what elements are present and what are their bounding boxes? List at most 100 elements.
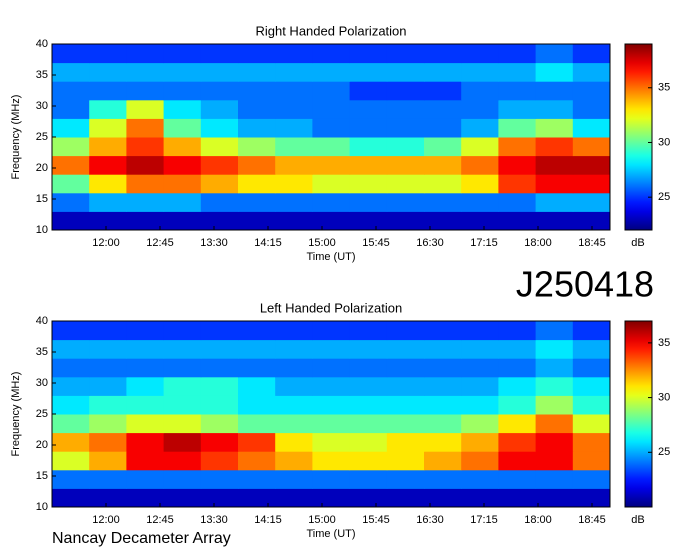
- heatmap-cell: [572, 192, 611, 212]
- heatmap-cell: [535, 432, 574, 452]
- heatmap-cell: [572, 432, 611, 452]
- heatmap-cell: [461, 174, 499, 194]
- colorbar-tick-label: 25: [658, 446, 670, 458]
- heatmap-cell: [572, 211, 611, 231]
- heatmap-cell: [572, 469, 611, 489]
- y-tick-label: 35: [36, 346, 48, 358]
- heatmap-cell: [275, 469, 313, 489]
- heatmap-cell: [275, 137, 313, 157]
- heatmap-cell: [461, 137, 499, 157]
- y-tick-label: 15: [36, 193, 48, 205]
- x-tick-label: 16:30: [416, 514, 444, 526]
- heatmap-cell: [200, 339, 239, 359]
- heatmap-cell: [312, 155, 351, 175]
- heatmap-cell: [349, 118, 388, 138]
- heatmap-cell: [200, 99, 239, 119]
- heatmap-cell: [312, 211, 351, 231]
- heatmap-cell: [52, 432, 90, 452]
- heatmap-cell: [424, 81, 462, 101]
- heatmap-cell: [89, 358, 127, 378]
- heatmap-cell: [386, 137, 425, 157]
- heatmap-cell: [163, 81, 202, 101]
- heatmap-cell: [126, 321, 165, 341]
- heatmap-cell: [535, 137, 574, 157]
- x-tick-label: 12:00: [92, 237, 120, 249]
- heatmap-cell: [424, 137, 462, 157]
- heatmap-cell: [200, 321, 239, 341]
- heatmap-cell: [424, 432, 462, 452]
- heatmap-cell: [572, 395, 611, 415]
- x-axis-label: Time (UT): [306, 528, 355, 540]
- heatmap-cell: [424, 118, 462, 138]
- heatmap-cell: [498, 469, 537, 489]
- heatmap-cell: [126, 414, 165, 434]
- heatmap-cell: [89, 414, 127, 434]
- heatmap-cell: [535, 44, 574, 64]
- heatmap-cell: [535, 174, 574, 194]
- heatmap-cell: [163, 137, 202, 157]
- heatmap-cell: [275, 358, 313, 378]
- heatmap-cell: [163, 488, 202, 508]
- heatmap-cell: [312, 44, 351, 64]
- heatmap-cell: [52, 451, 90, 471]
- heatmap-cell: [126, 376, 165, 396]
- heatmap-cell: [126, 44, 165, 64]
- heatmap-cell: [200, 414, 239, 434]
- heatmap-cell: [572, 118, 611, 138]
- y-tick-label: 20: [36, 162, 48, 174]
- heatmap-cell: [535, 339, 574, 359]
- heatmap-cell: [163, 339, 202, 359]
- heatmap-cell: [572, 488, 611, 508]
- heatmap-cell: [535, 118, 574, 138]
- heatmap-cell: [89, 155, 127, 175]
- heatmap-cell: [572, 62, 611, 82]
- heatmap-cell: [349, 432, 388, 452]
- heatmap-cell: [498, 81, 537, 101]
- heatmap-cell: [275, 44, 313, 64]
- heatmap-cell: [424, 211, 462, 231]
- heatmap-cell: [461, 451, 499, 471]
- heatmap-cell: [126, 469, 165, 489]
- heatmap-cell: [572, 451, 611, 471]
- heatmap-cell: [349, 174, 388, 194]
- heatmap-cell: [424, 192, 462, 212]
- heatmap-cell: [238, 376, 276, 396]
- heatmap-cell: [498, 137, 537, 157]
- heatmap-cell: [461, 395, 499, 415]
- heatmap-cell: [52, 192, 90, 212]
- chart-title: Right Handed Polarization: [255, 23, 406, 38]
- heatmap-cell: [126, 432, 165, 452]
- heatmap-cell: [535, 99, 574, 119]
- heatmap-cell: [312, 62, 351, 82]
- heatmap-cell: [163, 395, 202, 415]
- heatmap-cell: [126, 155, 165, 175]
- heatmap-cell: [498, 451, 537, 471]
- y-tick-label: 25: [36, 131, 48, 143]
- heatmap-cell: [312, 174, 351, 194]
- heatmap-cell: [498, 118, 537, 138]
- heatmap-cell: [498, 192, 537, 212]
- heatmap-cell: [200, 155, 239, 175]
- heatmap-cell: [349, 192, 388, 212]
- heatmap-cell: [498, 414, 537, 434]
- heatmap-cell: [461, 469, 499, 489]
- colorbar-tick-label: 30: [658, 391, 670, 403]
- heatmap-cell: [52, 321, 90, 341]
- heatmap-cell: [424, 414, 462, 434]
- heatmap-cell: [498, 155, 537, 175]
- heatmap-cell: [535, 321, 574, 341]
- heatmap-cell: [424, 174, 462, 194]
- x-tick-label: 15:45: [362, 237, 390, 249]
- heatmap-cell: [126, 211, 165, 231]
- heatmap-cell: [349, 137, 388, 157]
- heatmap-cell: [386, 469, 425, 489]
- heatmap-cell: [163, 451, 202, 471]
- footer: Nancay Decameter Array: [52, 530, 231, 547]
- colorbar: [624, 43, 653, 231]
- heatmap-cell: [163, 44, 202, 64]
- heatmap-cell: [238, 174, 276, 194]
- heatmap-cell: [461, 376, 499, 396]
- heatmap-cell: [89, 321, 127, 341]
- heatmap-cell: [498, 174, 537, 194]
- heatmap-cell: [386, 81, 425, 101]
